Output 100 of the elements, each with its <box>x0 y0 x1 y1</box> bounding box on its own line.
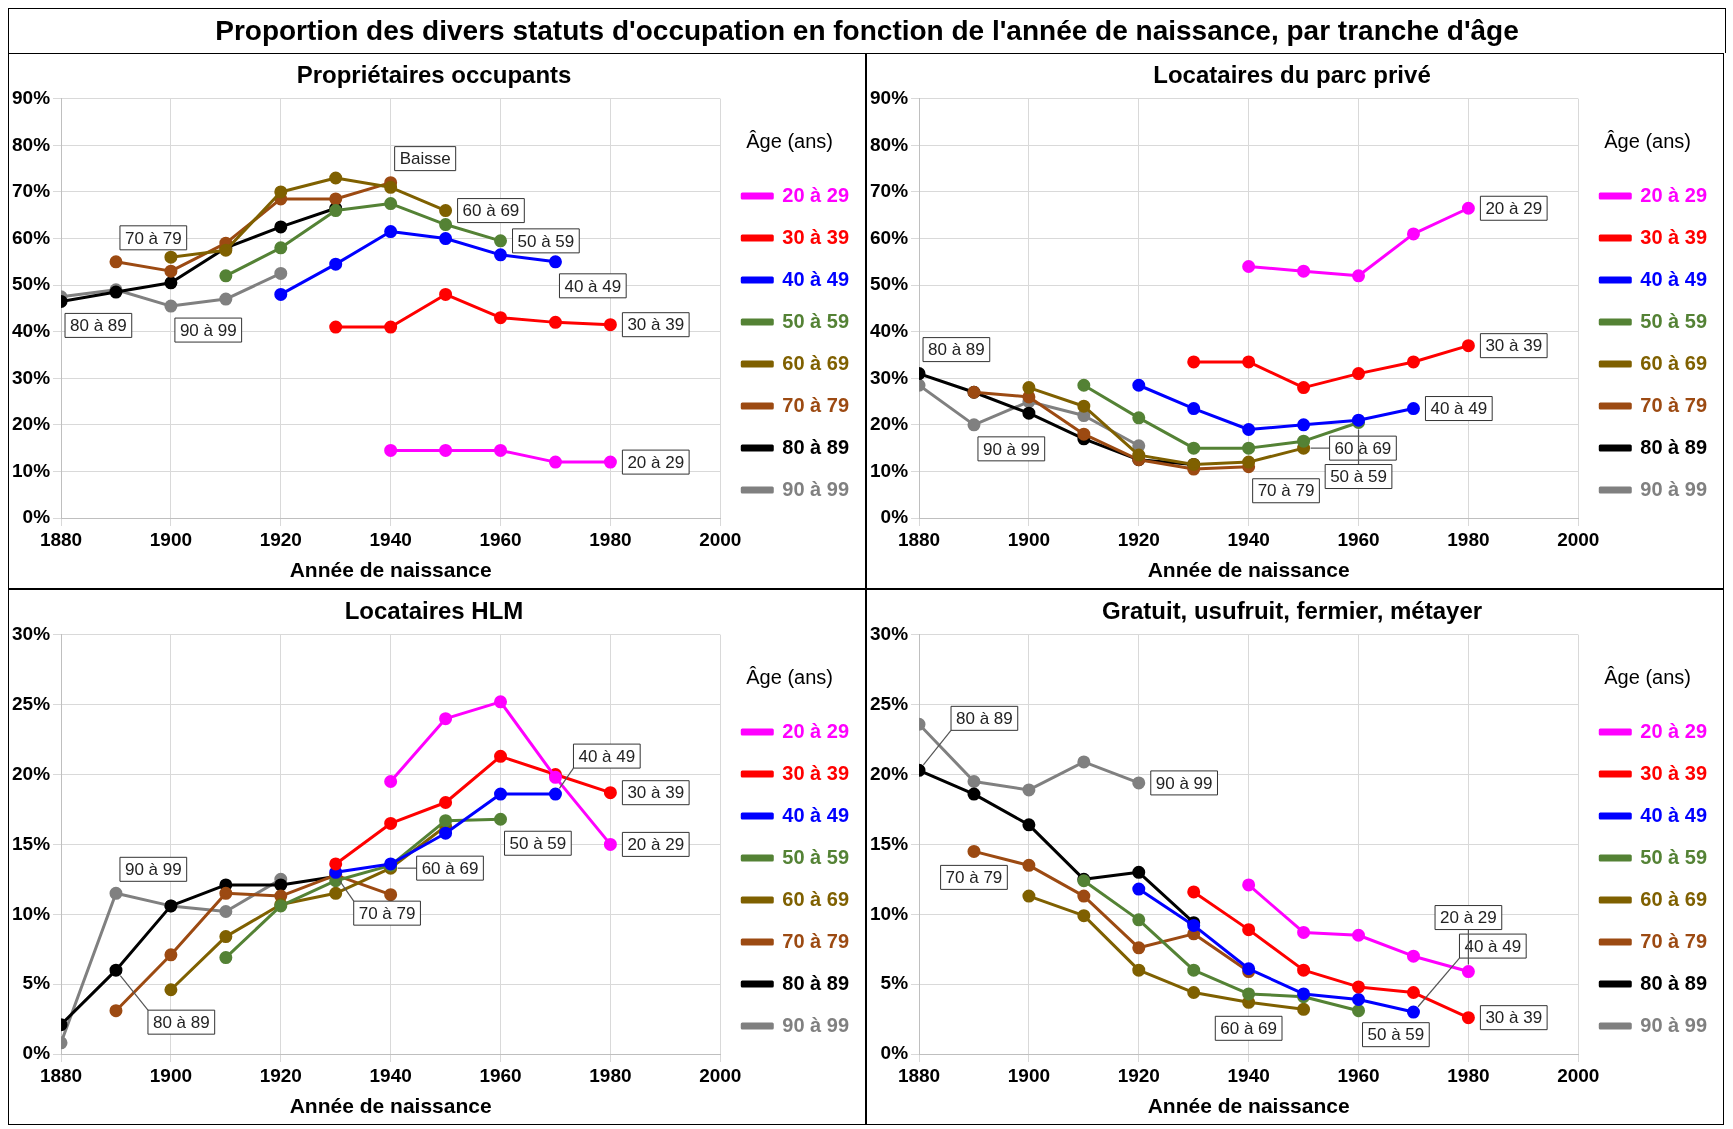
legend-label: 60 à 69 <box>1640 351 1708 374</box>
annotation: 60 à 69 <box>421 858 479 878</box>
annotation: 60 à 69 <box>462 201 520 221</box>
y-tick-label: 0% <box>880 1042 909 1064</box>
x-tick-label: 1920 <box>259 1064 302 1086</box>
annotation: Baisse <box>399 149 451 169</box>
x-tick-label: 1980 <box>589 1064 632 1086</box>
x-tick-label: 1900 <box>149 1064 193 1086</box>
annotation: 60 à 69 <box>1334 438 1392 458</box>
legend-label: 90 à 99 <box>1640 1013 1708 1036</box>
chart-title: Propriétaires occupants <box>296 61 572 89</box>
text: Proportion des divers statuts d'occupation en fonction de l'année de naissance, par tranche d'âge <box>8 8 1726 53</box>
legend-label: 30 à 39 <box>1640 225 1708 248</box>
chart-title: Gratuit, usufruit, fermier, métayer <box>1101 597 1483 625</box>
annotation: 50 à 59 <box>1330 467 1387 487</box>
y-tick-label: 80% <box>870 133 909 155</box>
y-tick-label: 10% <box>870 902 909 924</box>
y-tick-label: 60% <box>12 226 51 248</box>
legend-label: 30 à 39 <box>782 225 850 248</box>
annotation: 90 à 99 <box>1155 773 1213 793</box>
y-tick-label: 5% <box>22 972 51 994</box>
legend-label: 60 à 69 <box>1640 887 1708 910</box>
annotation: 90 à 99 <box>124 859 182 879</box>
legend-label: 80 à 89 <box>782 435 850 458</box>
legend-label: 50 à 59 <box>782 309 850 332</box>
legend-label: 70 à 79 <box>1640 929 1708 952</box>
legend-label: 30 à 39 <box>782 761 850 784</box>
legend-label: 20 à 29 <box>1640 719 1708 742</box>
legend-label: 40 à 49 <box>782 803 850 826</box>
y-tick-label: 90% <box>12 87 51 109</box>
y-tick-label: 25% <box>12 692 51 714</box>
x-tick-label: 1940 <box>369 528 412 550</box>
y-tick-label: 25% <box>870 692 909 714</box>
legend-label: 20 à 29 <box>1640 183 1708 206</box>
y-tick-label: 40% <box>12 319 51 341</box>
y-tick-label: 10% <box>870 459 909 481</box>
y-tick-label: 30% <box>870 366 909 388</box>
x-tick-label: 1880 <box>39 1064 83 1086</box>
legend-label: 40 à 49 <box>1640 803 1708 826</box>
y-tick-label: 0% <box>22 1042 51 1064</box>
annotation: 90 à 99 <box>179 320 237 340</box>
legend-label: 60 à 69 <box>782 351 850 374</box>
x-axis-title: Année de naissance <box>289 1094 492 1118</box>
y-tick-label: 70% <box>870 180 909 202</box>
annotation: 80 à 89 <box>152 1012 210 1032</box>
x-tick-label: 1960 <box>1337 1064 1380 1086</box>
y-tick-label: 0% <box>880 506 909 528</box>
annotation: 30 à 39 <box>1485 1008 1543 1028</box>
legend-label: 80 à 89 <box>1640 971 1708 994</box>
annotation: 70 à 79 <box>1257 481 1315 501</box>
y-tick-label: 20% <box>870 762 909 784</box>
x-tick-label: 2000 <box>1557 1064 1600 1086</box>
x-tick-label: 1920 <box>259 528 302 550</box>
x-tick-label: 1920 <box>1117 528 1160 550</box>
annotation: 80 à 89 <box>928 340 985 360</box>
annotation: 40 à 49 <box>578 746 636 766</box>
chart-title: Locataires du parc privé <box>1153 61 1431 89</box>
x-tick-label: 2000 <box>699 1064 742 1086</box>
y-tick-label: 50% <box>12 273 51 295</box>
legend-label: 50 à 59 <box>782 845 850 868</box>
y-tick-label: 10% <box>12 459 51 481</box>
legend-label: 90 à 99 <box>782 1013 850 1036</box>
x-tick-label: 1900 <box>149 528 193 550</box>
x-tick-label: 1920 <box>1117 1064 1160 1086</box>
annotation: 20 à 29 <box>1485 198 1543 218</box>
legend-label: 70 à 79 <box>782 929 850 952</box>
legend-label: 90 à 99 <box>1640 477 1708 500</box>
y-tick-label: 40% <box>870 319 909 341</box>
y-tick-label: 0% <box>22 506 51 528</box>
annotation: 80 à 89 <box>956 709 1013 729</box>
legend-label: 80 à 89 <box>1640 435 1708 458</box>
y-tick-label: 15% <box>870 832 909 854</box>
legend-title: Âge (ans) <box>1604 129 1691 152</box>
legend-title: Âge (ans) <box>746 665 833 688</box>
x-tick-label: 1900 <box>1007 1064 1051 1086</box>
x-tick-label: 1900 <box>1007 528 1051 550</box>
legend-label: 50 à 59 <box>1640 845 1708 868</box>
legend-label: 30 à 39 <box>1640 761 1708 784</box>
legend-title: Âge (ans) <box>1604 665 1691 688</box>
y-tick-label: 30% <box>12 366 51 388</box>
x-tick-label: 1880 <box>897 528 941 550</box>
legend-label: 20 à 29 <box>782 183 850 206</box>
x-tick-label: 1960 <box>1337 528 1380 550</box>
annotation: 70 à 79 <box>358 903 416 923</box>
y-tick-label: 80% <box>12 133 51 155</box>
y-tick-label: 70% <box>12 180 51 202</box>
x-tick-label: 2000 <box>699 528 742 550</box>
chart-title: Locataires HLM <box>344 597 524 625</box>
y-tick-label: 15% <box>12 832 51 854</box>
legend-label: 20 à 29 <box>782 719 850 742</box>
legend-label: 40 à 49 <box>782 267 850 290</box>
y-tick-label: 50% <box>870 273 909 295</box>
annotation: 70 à 79 <box>945 868 1003 888</box>
annotation: 20 à 29 <box>627 452 685 472</box>
annotation: 30 à 39 <box>627 315 685 335</box>
legend-label: 70 à 79 <box>782 393 850 416</box>
annotation: 50 à 59 <box>509 833 567 853</box>
annotation: 20 à 29 <box>627 835 685 855</box>
annotation: 20 à 29 <box>1440 908 1497 928</box>
annotation: 40 à 49 <box>564 276 622 296</box>
